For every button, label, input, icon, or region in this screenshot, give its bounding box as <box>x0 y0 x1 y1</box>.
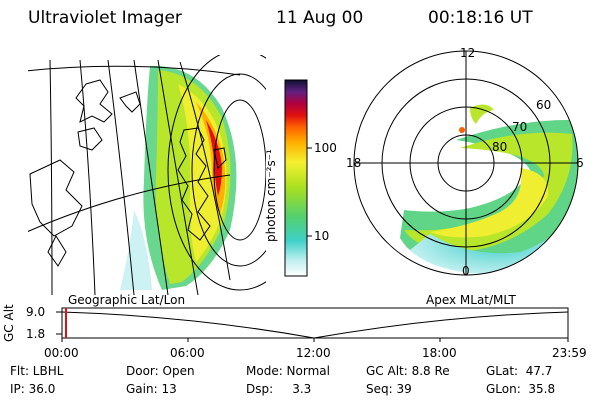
map-grid <box>28 55 266 295</box>
colorbar-tick-100: 100 <box>314 141 337 155</box>
polar-grid <box>353 50 579 276</box>
glat-readout: GLat: 47.7 <box>486 364 553 378</box>
filter-readout: Flt: LBHL <box>10 364 64 378</box>
door-readout: Door: Open <box>126 364 195 378</box>
sequence-readout: Seq: 39 <box>366 382 412 396</box>
timeline-ticks <box>56 311 569 342</box>
timeline-xtick-1800: 18:00 <box>422 346 457 360</box>
aurora-image-right <box>400 104 578 274</box>
timeline-ytick-high: 9.0 <box>26 305 46 319</box>
coastlines <box>29 79 227 267</box>
mlt-label-6: 6 <box>576 156 584 170</box>
color-scale-bar <box>284 79 312 277</box>
timeline-ylabel: GC Alt <box>2 304 16 342</box>
geographic-map-panel <box>28 55 266 295</box>
mode-readout: Mode: Normal <box>246 364 330 378</box>
lat-label-70: 70 <box>512 120 528 134</box>
mlt-label-0: 0 <box>462 264 470 278</box>
timeline-xtick-1200: 12:00 <box>296 346 331 360</box>
altitude-timeline <box>56 307 569 342</box>
time-label: 00:18:16 UT <box>428 8 533 28</box>
mlt-label-12: 12 <box>460 46 476 60</box>
lat-label-80: 80 <box>492 140 508 154</box>
lat-label-60: 60 <box>536 98 552 112</box>
right-panel-caption: Apex MLat/MLT <box>426 293 516 307</box>
polar-plot-panel <box>353 50 579 276</box>
date-label: 11 Aug 00 <box>276 8 364 28</box>
timeline-ytick-low: 1.8 <box>26 327 46 341</box>
glon-readout: GLon: 35.8 <box>486 382 556 396</box>
timeline-xtick-2359: 23:59 <box>552 346 587 360</box>
dsp-readout: Dsp: 3.3 <box>246 382 312 396</box>
timeline-xtick-0600: 06:00 <box>170 346 205 360</box>
colorbar-tick-10: 10 <box>314 229 330 243</box>
left-panel-caption: Geographic Lat/Lon <box>68 293 186 307</box>
mlt-label-18: 18 <box>346 156 362 170</box>
instrument-title: Ultraviolet Imager <box>28 8 182 28</box>
aurora-image-left <box>120 65 237 290</box>
timeline-xtick-0000: 00:00 <box>44 346 79 360</box>
gc-altitude-readout: GC Alt: 8.8 Re <box>366 364 450 378</box>
ip-readout: IP: 36.0 <box>10 382 56 396</box>
colorbar-unit-label: photon cm⁻²s⁻¹ <box>264 149 278 242</box>
gain-readout: Gain: 13 <box>126 382 177 396</box>
